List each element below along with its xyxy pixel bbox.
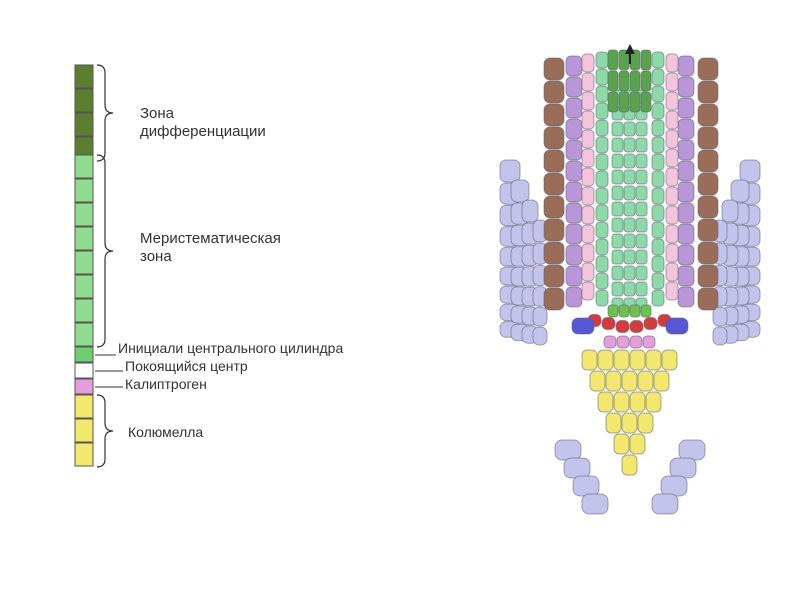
label-text: дифференциации xyxy=(140,123,266,140)
label-text: Инициали центрального цилиндра xyxy=(118,340,343,356)
label-text: Меристематическая xyxy=(140,230,281,247)
root-tip-diagram xyxy=(470,40,790,520)
label-columella: Колюмелла xyxy=(128,424,203,441)
label-text: Зона xyxy=(140,105,174,122)
label-calyptrogen: Калиптроген xyxy=(125,376,207,393)
legend-leader-lines xyxy=(95,355,123,387)
label-text: Колюмелла xyxy=(128,424,203,440)
root-tip-cells xyxy=(500,50,760,514)
label-quiescent-center: Покоящийся центр xyxy=(125,358,248,375)
label-differentiation-zone: Зона дифференциации xyxy=(140,105,266,141)
label-initials: Инициали центрального цилиндра xyxy=(118,340,343,357)
legend-column xyxy=(75,65,93,466)
label-text: Покоящийся центр xyxy=(125,358,248,374)
label-text: зона xyxy=(140,248,172,265)
label-meristematic-zone: Меристематическая зона xyxy=(140,230,281,266)
label-text: Калиптроген xyxy=(125,376,207,392)
legend-braces xyxy=(97,65,113,467)
